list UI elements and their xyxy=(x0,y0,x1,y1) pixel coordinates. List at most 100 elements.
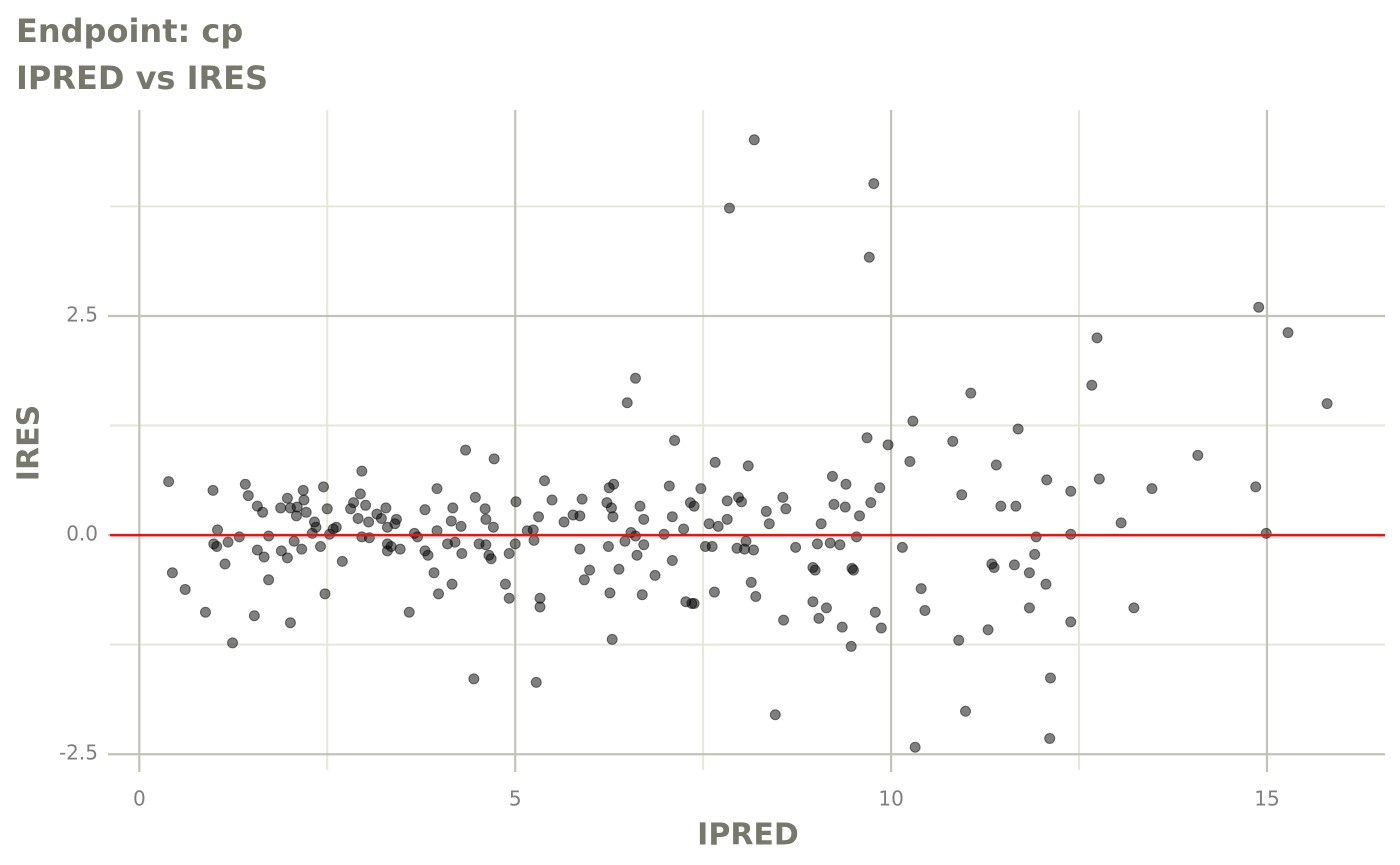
point xyxy=(1192,449,1204,461)
point xyxy=(288,535,300,547)
point xyxy=(403,606,415,618)
point xyxy=(314,540,326,552)
point xyxy=(960,705,972,717)
point xyxy=(1040,578,1052,590)
point xyxy=(868,178,880,190)
point xyxy=(882,439,894,451)
point xyxy=(1146,483,1158,495)
point xyxy=(869,606,881,618)
point xyxy=(760,505,772,517)
point xyxy=(740,535,752,547)
point xyxy=(433,588,445,600)
point xyxy=(233,531,245,543)
point xyxy=(742,460,754,472)
point xyxy=(239,478,251,490)
point xyxy=(807,596,819,608)
point xyxy=(1023,567,1035,579)
x-tick-label: 5 xyxy=(509,787,522,811)
point xyxy=(446,578,458,590)
point xyxy=(854,510,866,522)
point xyxy=(663,480,675,492)
point xyxy=(678,523,690,535)
point xyxy=(708,586,720,598)
x-tick-label: 15 xyxy=(1254,787,1279,811)
x-tick-label: 0 xyxy=(133,787,146,811)
point xyxy=(688,500,700,512)
point xyxy=(1128,602,1140,614)
point xyxy=(356,465,368,477)
point xyxy=(636,589,648,601)
point xyxy=(1115,517,1127,529)
point xyxy=(419,504,431,516)
point xyxy=(479,503,491,515)
point xyxy=(813,612,825,624)
point xyxy=(298,494,310,506)
point xyxy=(666,511,678,523)
point xyxy=(207,484,219,496)
point xyxy=(602,540,614,552)
point xyxy=(836,621,848,633)
point xyxy=(584,564,596,576)
point xyxy=(1086,379,1098,391)
point xyxy=(915,583,927,595)
point xyxy=(851,531,863,543)
point xyxy=(953,634,965,646)
point xyxy=(607,511,619,523)
point xyxy=(723,202,735,214)
point xyxy=(574,510,586,522)
y-tick-label: 0.0 xyxy=(66,522,98,546)
point xyxy=(824,537,836,549)
point xyxy=(275,545,287,557)
point xyxy=(576,493,588,505)
point xyxy=(606,633,618,645)
point xyxy=(669,434,681,446)
point xyxy=(456,548,468,560)
point xyxy=(956,489,968,501)
point xyxy=(291,501,303,513)
point xyxy=(480,539,492,551)
point xyxy=(750,590,762,602)
point xyxy=(988,562,1000,574)
point xyxy=(1023,602,1035,614)
point xyxy=(212,524,224,536)
point xyxy=(534,601,546,613)
point xyxy=(219,558,231,570)
point xyxy=(1044,672,1056,684)
point xyxy=(638,539,650,551)
point xyxy=(721,495,733,507)
point xyxy=(621,397,633,409)
point xyxy=(449,536,461,548)
y-axis-label: IRES xyxy=(12,405,47,481)
point xyxy=(574,543,586,555)
point xyxy=(558,516,570,528)
point xyxy=(460,444,472,456)
point xyxy=(703,518,715,530)
point xyxy=(769,709,781,721)
point xyxy=(487,521,499,533)
point xyxy=(815,518,827,530)
point xyxy=(904,455,916,467)
point xyxy=(428,567,440,579)
point xyxy=(527,524,539,536)
point xyxy=(649,569,661,581)
point xyxy=(227,637,239,649)
point xyxy=(539,475,551,487)
point xyxy=(1260,527,1272,539)
y-tick-label: -2.5 xyxy=(59,741,98,765)
point xyxy=(820,602,832,614)
point xyxy=(166,567,178,579)
point xyxy=(847,564,859,576)
point xyxy=(242,490,254,502)
point xyxy=(578,574,590,586)
point xyxy=(608,478,620,490)
point xyxy=(907,415,919,427)
point xyxy=(990,459,1002,471)
point xyxy=(509,538,521,550)
point xyxy=(706,540,718,552)
point xyxy=(896,541,908,553)
point xyxy=(222,536,234,548)
point xyxy=(300,506,312,518)
point xyxy=(455,520,467,532)
point xyxy=(390,513,402,525)
point xyxy=(546,494,558,506)
